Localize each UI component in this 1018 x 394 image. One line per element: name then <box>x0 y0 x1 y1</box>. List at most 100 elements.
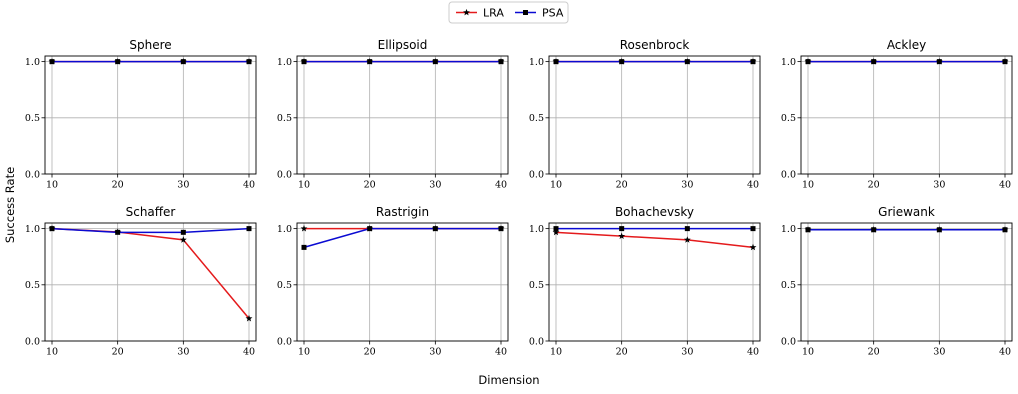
axes-frame <box>44 55 257 175</box>
subplot-title: Sphere <box>129 38 171 52</box>
subplot-sphere: 10 20 30 40 0.0 0.5 1.0 Sphere <box>25 38 257 191</box>
subplot-griewank: 10 20 30 40 0.0 0.5 1.0 Griewank <box>781 205 1013 358</box>
y-tick-label: 1.0 <box>25 224 40 235</box>
x-axis-label: Dimension <box>478 373 539 387</box>
data-point-psa <box>498 59 504 65</box>
x-tick-label: 30 <box>681 180 693 191</box>
x-tick-label: 40 <box>495 347 507 358</box>
y-tick-label: 0.0 <box>277 336 292 347</box>
x-tick-label: 20 <box>616 347 628 358</box>
y-tick-label: 0.5 <box>529 113 544 124</box>
axes-frame <box>296 55 509 175</box>
data-point-psa <box>553 226 559 232</box>
data-point-psa <box>805 227 811 233</box>
data-point-psa <box>684 226 690 232</box>
x-tick-label: 30 <box>681 347 693 358</box>
axes-frame <box>44 222 257 342</box>
data-point-psa <box>684 59 690 65</box>
legend: LRA PSA <box>448 1 569 24</box>
data-point-psa <box>301 244 307 250</box>
x-tick-label: 20 <box>112 347 124 358</box>
data-point-psa <box>936 59 942 65</box>
subplot-title: Schaffer <box>126 205 176 219</box>
subplot-rosenbrock: 10 20 30 40 0.0 0.5 1.0 Rosenbrock <box>529 38 761 191</box>
data-point-psa <box>115 59 121 65</box>
x-tick-label: 40 <box>243 180 255 191</box>
axes-frame <box>548 222 761 342</box>
data-point-lra <box>618 232 626 240</box>
data-point-psa <box>1002 59 1008 65</box>
y-tick-label: 0.0 <box>529 336 544 347</box>
data-point-psa <box>871 59 877 65</box>
axes-frame <box>296 222 509 342</box>
data-point-lra <box>245 314 253 322</box>
subplot-bohachevsky: 10 20 30 40 0.0 0.5 1.0 Bohachevsky <box>529 205 761 358</box>
data-point-psa <box>1002 227 1008 233</box>
subplot-ackley: 10 20 30 40 0.0 0.5 1.0 Ackley <box>781 38 1013 191</box>
subplot-title: Ellipsoid <box>378 38 428 52</box>
x-tick-label: 10 <box>802 180 814 191</box>
data-point-psa <box>49 59 55 65</box>
x-tick-label: 30 <box>177 180 189 191</box>
data-point-psa <box>432 226 438 232</box>
data-point-psa <box>180 229 186 235</box>
x-tick-label: 10 <box>298 347 310 358</box>
data-point-psa <box>180 59 186 65</box>
data-point-lra <box>683 236 691 243</box>
data-point-psa <box>367 226 373 232</box>
series-line-psa <box>303 227 501 249</box>
data-point-lra <box>179 236 187 243</box>
y-tick-label: 1.0 <box>781 224 796 235</box>
subplot-title: Ackley <box>887 38 926 52</box>
legend-label-lra: LRA <box>483 7 504 20</box>
y-tick-label: 0.5 <box>781 280 796 291</box>
x-tick-label: 30 <box>429 347 441 358</box>
y-tick-label: 0.5 <box>25 113 40 124</box>
data-point-psa <box>750 59 756 65</box>
y-tick-label: 1.0 <box>277 224 292 235</box>
x-tick-label: 10 <box>802 347 814 358</box>
data-point-psa <box>301 59 307 65</box>
y-tick-label: 1.0 <box>529 224 544 235</box>
data-point-psa <box>498 226 504 232</box>
series-line-psa <box>51 227 250 234</box>
series-line-lra <box>51 227 250 320</box>
data-point-lra <box>749 243 757 251</box>
y-tick-label: 1.0 <box>277 57 292 68</box>
subplot-ellipsoid: 10 20 30 40 0.0 0.5 1.0 Ellipsoid <box>277 38 509 191</box>
data-point-psa <box>619 226 625 232</box>
data-point-psa <box>871 227 877 233</box>
x-tick-label: 10 <box>46 180 58 191</box>
data-point-psa <box>750 226 756 232</box>
x-tick-label: 40 <box>495 180 507 191</box>
data-point-psa <box>805 59 811 65</box>
axes-frame <box>800 55 1013 175</box>
data-point-psa <box>367 59 373 65</box>
x-tick-label: 10 <box>46 347 58 358</box>
legend-frame <box>448 1 569 24</box>
axes-frame <box>800 222 1013 342</box>
x-tick-label: 10 <box>550 347 562 358</box>
x-tick-label: 40 <box>999 347 1011 358</box>
data-point-psa <box>553 59 559 65</box>
x-tick-label: 20 <box>112 180 124 191</box>
x-tick-label: 10 <box>550 180 562 191</box>
x-tick-label: 20 <box>364 347 376 358</box>
y-axis-label: Success Rate <box>3 167 17 243</box>
y-tick-label: 0.0 <box>781 169 796 180</box>
x-tick-label: 40 <box>243 347 255 358</box>
data-point-lra <box>300 225 308 232</box>
data-point-psa <box>49 226 55 232</box>
x-tick-label: 20 <box>868 180 880 191</box>
x-tick-label: 30 <box>429 180 441 191</box>
data-point-lra <box>552 228 560 236</box>
subplots: 10 20 30 40 0.0 0.5 1.0 Sphere 10 20 30 40 0.0 0.5 1.0… <box>25 38 1013 358</box>
y-tick-label: 0.5 <box>277 280 292 291</box>
subplot-title: Rastrigin <box>376 205 429 219</box>
axes-frame <box>548 55 761 175</box>
y-tick-label: 0.0 <box>25 336 40 347</box>
y-tick-label: 0.5 <box>781 113 796 124</box>
data-point-psa <box>246 59 252 65</box>
x-tick-label: 30 <box>933 180 945 191</box>
y-tick-label: 0.0 <box>277 169 292 180</box>
